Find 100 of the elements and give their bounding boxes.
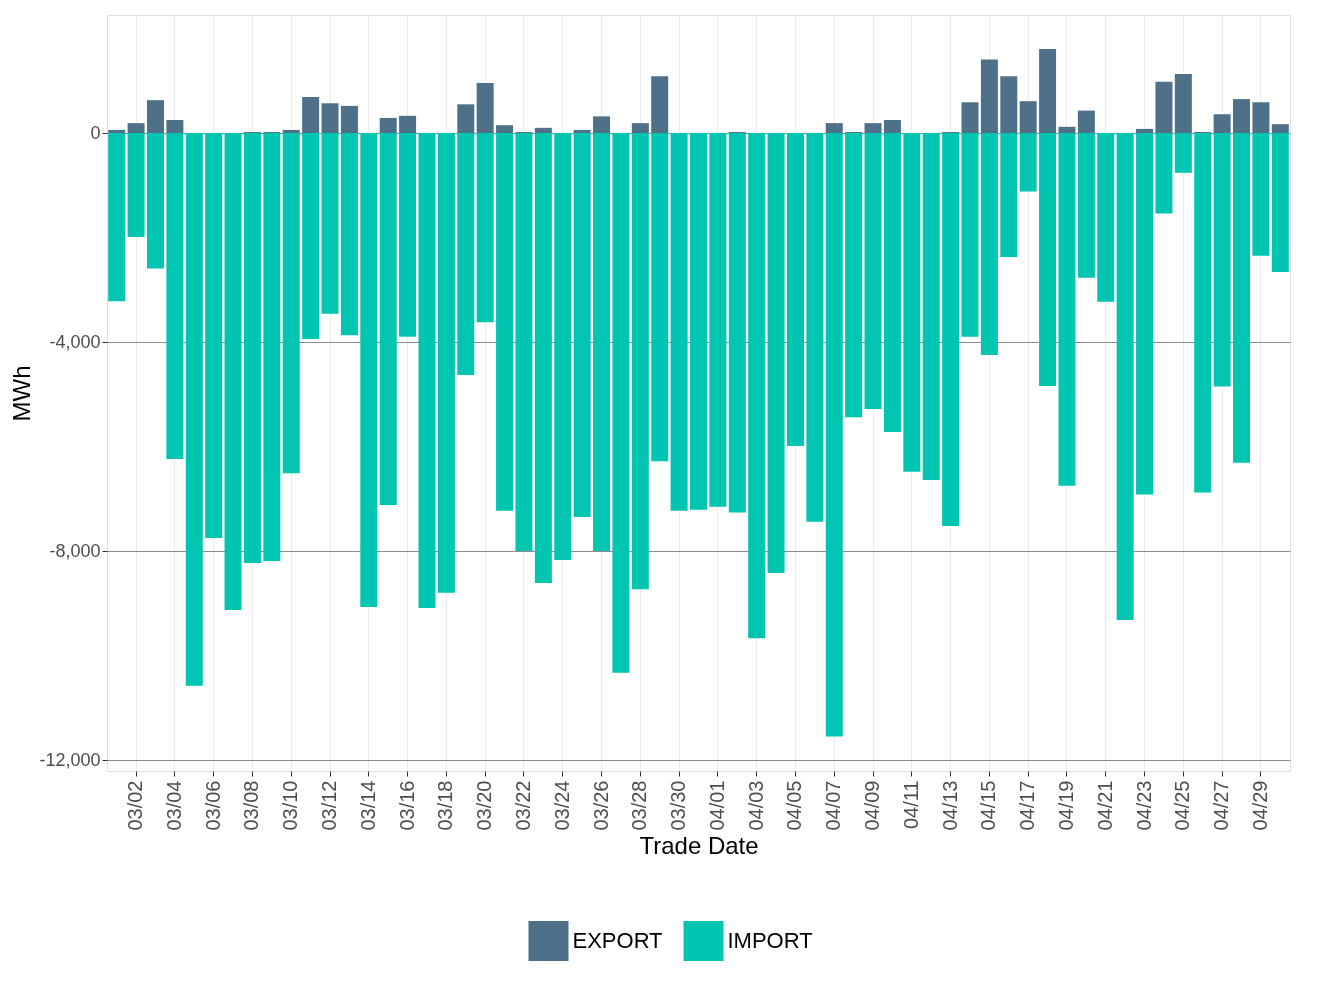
- bar: [690, 133, 707, 510]
- bar: [1058, 126, 1076, 134]
- bar: [651, 76, 669, 134]
- bar: [146, 100, 164, 134]
- bar: [185, 133, 203, 686]
- bar: [1000, 133, 1018, 257]
- bar: [883, 133, 901, 432]
- bar: [709, 133, 727, 507]
- x-tick-label: 04/05: [783, 780, 806, 831]
- bar: [108, 129, 126, 134]
- bar: [631, 133, 649, 590]
- x-tick-label: 03/08: [240, 780, 263, 831]
- bar: [1058, 133, 1076, 486]
- x-axis-title: Trade Date: [639, 831, 759, 859]
- bar: [825, 123, 843, 134]
- bar: [593, 133, 611, 552]
- x-tick-label: 04/11: [899, 780, 922, 830]
- bar: [864, 123, 882, 134]
- legend-label: EXPORT: [572, 928, 663, 953]
- x-tick-label: 03/28: [628, 780, 651, 831]
- bar: [399, 115, 417, 134]
- bar: [1136, 128, 1154, 134]
- bar: [554, 133, 572, 560]
- x-tick-label: 04/09: [861, 780, 884, 831]
- bar: [166, 133, 184, 460]
- bar: [980, 59, 998, 134]
- y-tick-label: 0: [90, 122, 101, 143]
- bar: [1155, 133, 1173, 214]
- bar: [825, 133, 843, 737]
- bar: [379, 117, 397, 134]
- bar: [302, 133, 320, 339]
- bar: [399, 133, 417, 337]
- bar: [166, 120, 184, 134]
- bar: [340, 133, 358, 336]
- x-tick-label: 04/13: [938, 780, 961, 831]
- bar: [593, 116, 611, 134]
- bar: [786, 133, 804, 447]
- bar: [224, 133, 242, 611]
- bar: [728, 133, 746, 513]
- bar: [379, 133, 397, 506]
- x-tick-label: 04/25: [1171, 780, 1194, 831]
- bar: [1194, 133, 1212, 493]
- bar: [457, 133, 475, 375]
- x-tick-label: 04/19: [1054, 780, 1077, 831]
- x-tick-label: 03/10: [279, 780, 302, 831]
- bar: [573, 133, 591, 518]
- x-tick-label: 03/02: [124, 780, 147, 831]
- bar: [534, 127, 552, 134]
- bar: [243, 133, 261, 564]
- bar: [1136, 133, 1154, 495]
- bar: [1213, 133, 1231, 387]
- bar: [1271, 124, 1289, 134]
- y-tick-label: -4,000: [49, 331, 101, 352]
- bar: [942, 133, 960, 526]
- bar: [282, 129, 300, 134]
- bar: [360, 133, 378, 607]
- bar: [670, 133, 688, 511]
- bar: [205, 133, 223, 538]
- bar: [302, 97, 320, 134]
- y-tick-label: -12,000: [39, 749, 101, 770]
- bar: [961, 102, 979, 134]
- x-tick-label: 03/18: [434, 780, 457, 831]
- x-tick-label: 04/23: [1132, 780, 1155, 831]
- bar: [282, 133, 300, 474]
- bar: [321, 103, 339, 134]
- bar: [612, 133, 630, 673]
- x-tick-label: 04/01: [705, 780, 728, 831]
- bar: [1077, 133, 1095, 278]
- bar: [496, 125, 514, 134]
- bar: [127, 133, 145, 238]
- x-tick-label: 04/27: [1210, 780, 1233, 831]
- bar: [864, 133, 882, 409]
- bar: [476, 82, 494, 134]
- bar: [806, 133, 824, 522]
- bar: [321, 133, 339, 314]
- bar: [418, 133, 436, 608]
- bar: [748, 133, 766, 639]
- bar: [1077, 110, 1095, 134]
- bar: [1155, 81, 1173, 134]
- bar: [1174, 74, 1192, 134]
- bar: [883, 120, 901, 134]
- x-tick-label: 03/12: [318, 780, 341, 831]
- bar: [631, 123, 649, 134]
- bar: [1019, 133, 1037, 192]
- bar: [1116, 133, 1134, 621]
- bar: [1252, 102, 1270, 134]
- bar: [980, 133, 998, 356]
- bar: [845, 133, 863, 418]
- bar: [1097, 133, 1115, 302]
- x-tick-label: 03/04: [162, 780, 185, 831]
- x-tick-label: 03/30: [667, 780, 690, 831]
- bar: [515, 133, 533, 552]
- x-tick-label: 03/06: [201, 780, 224, 831]
- x-tick-label: 03/22: [511, 780, 534, 831]
- x-tick-label: 03/20: [473, 780, 496, 831]
- y-axis-title: MWh: [8, 365, 36, 422]
- bar: [1233, 99, 1251, 134]
- bar: [1019, 101, 1037, 134]
- x-tick-label: 04/03: [744, 780, 767, 831]
- bar: [573, 129, 591, 134]
